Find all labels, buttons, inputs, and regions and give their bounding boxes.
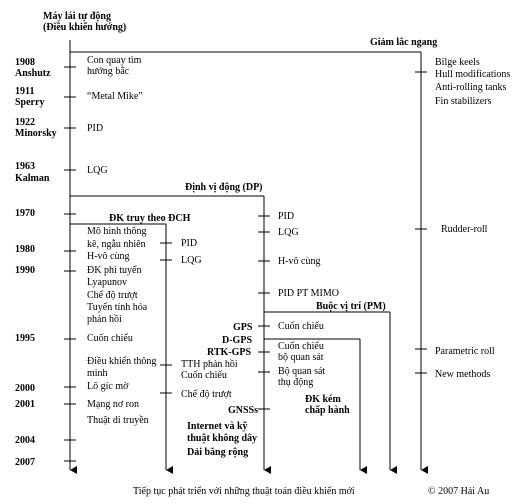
year-label: 2000 — [15, 383, 35, 394]
pm-item: Cuốn chiếu — [278, 321, 324, 332]
year-label: 1970 — [15, 208, 35, 219]
nav-label: GPS — [233, 322, 253, 333]
method-item: Tuyến tính hóa — [87, 302, 148, 313]
year-person: Sperry — [15, 97, 45, 108]
year-label: 2004 — [15, 435, 35, 446]
dp-item: H-vô cùng — [278, 256, 321, 267]
footer-caption: Tiếp tục phát triển với những thuật toán… — [133, 486, 355, 497]
year-label: 2001 — [15, 399, 35, 410]
method-item: Lyapunov — [87, 277, 127, 288]
autopilot-title: Máy lái tự động — [43, 11, 111, 22]
path-item: Chế độ trượt — [181, 389, 232, 400]
method-item: phản hồi — [87, 314, 122, 325]
method-item: Thuật di truyền — [87, 415, 149, 426]
path-item: LQG — [181, 255, 202, 266]
dp-tracking: bộ quan sát — [278, 352, 324, 363]
roll-item: Hull modifications — [435, 69, 511, 80]
method-item: kê, ngẫu nhiên — [87, 239, 146, 250]
nav-label: GNSSs — [228, 405, 259, 416]
limited-actuation-label: ĐK kém — [305, 394, 341, 405]
method-item: Mạng nơ ron — [87, 399, 139, 410]
path-item: TTH phản hồi — [181, 359, 238, 370]
autopilot-item: PID — [87, 123, 104, 134]
footer-copyright: © 2007 Hải Au — [428, 486, 490, 497]
year-label: 2007 — [15, 457, 35, 468]
roll-item: Bilge keels — [435, 57, 480, 68]
method-item: Lô gíc mờ — [87, 381, 129, 392]
path-item: PID — [181, 238, 198, 249]
dp-item: LQG — [278, 227, 299, 238]
nav-label: RTK-GPS — [207, 347, 252, 358]
limited-actuation-label: chấp hành — [305, 405, 350, 416]
method-item: minh — [87, 368, 108, 379]
path-item: Cuốn chiếu — [181, 370, 227, 381]
roll-item: Fin stabilizers — [435, 96, 492, 107]
nav-label: thuật không dây — [187, 433, 258, 444]
nav-label: Internet và kỹ — [187, 421, 248, 432]
year-label: 1922 — [15, 117, 35, 128]
year-person: Minorsky — [15, 128, 57, 139]
roll-header: Giảm lắc ngang — [370, 37, 438, 48]
year-label: 1980 — [15, 244, 35, 255]
year-person: Kalman — [15, 173, 50, 184]
year-label: 1995 — [15, 333, 35, 344]
nav-label: D-GPS — [222, 335, 252, 346]
method-item: Chế độ trượt — [87, 290, 138, 301]
dp-tracking: Bộ quan sát — [278, 366, 326, 377]
autopilot-item: “Metal Mike” — [87, 91, 143, 102]
roll-item: Rudder-roll — [441, 224, 488, 235]
method-item: Cuốn chiếu — [87, 333, 133, 344]
year-person: Anshutz — [15, 68, 51, 79]
roll-item: New methods — [435, 369, 491, 380]
year-label: 1908 — [15, 57, 35, 68]
method-item: H-vô cùng — [87, 251, 130, 262]
year-label: 1963 — [15, 161, 35, 172]
method-item: Mô hình thông — [87, 226, 147, 237]
path-header: ĐK truy theo ĐCH — [109, 213, 191, 224]
method-item: Điều khiển thông — [87, 356, 157, 367]
autopilot-item: hướng bắc — [87, 66, 130, 77]
dp-item: PID PT MIMO — [278, 288, 339, 299]
autopilot-subtitle: (Điều khiển hướng) — [43, 22, 127, 33]
pm-header: Buộc vị trí (PM) — [316, 301, 386, 312]
roll-item: Anti-rolling tanks — [435, 82, 507, 93]
nav-label: Dải băng rộng — [187, 447, 249, 458]
dp-header: Định vị động (DP) — [185, 182, 263, 193]
year-label: 1911 — [15, 86, 35, 97]
dp-tracking: thụ động — [278, 377, 314, 388]
autopilot-item: Con quay tìm — [87, 55, 142, 66]
dp-tracking: Cuốn chiếu — [278, 341, 324, 352]
method-item: ĐK phi tuyến — [87, 265, 142, 276]
autopilot-item: LQG — [87, 165, 108, 176]
dp-item: PID — [278, 211, 295, 222]
roll-item: Parametric roll — [435, 346, 495, 357]
year-label: 1990 — [15, 265, 35, 276]
